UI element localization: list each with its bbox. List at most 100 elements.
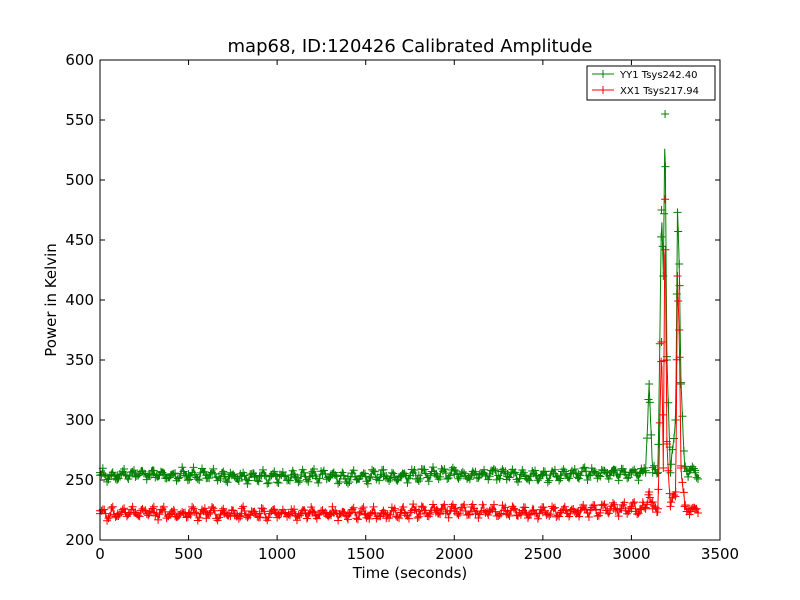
data-point [359,503,368,512]
data-point-key [131,470,140,478]
data-point [590,467,599,476]
data-point [284,475,293,484]
data-point [455,509,464,518]
data-point [294,478,303,487]
data-point-key [680,502,689,511]
data-point-key [379,509,388,518]
data-point [614,476,623,485]
data-point [599,501,608,510]
data-point-key [662,440,671,448]
data-point [421,469,430,478]
data-point [155,510,164,519]
data-point [256,513,265,522]
data-point [489,500,498,509]
data-point [546,510,555,519]
data-point-key [592,506,600,514]
data-point [104,514,113,523]
data-point [300,468,309,477]
y-tick-label: 400 [65,291,94,309]
x-tick-label: 3000 [612,545,650,563]
data-point [386,510,395,519]
data-point [596,472,605,481]
x-tick-label: 3500 [701,545,739,563]
data-point-key [645,488,654,496]
data-point [658,410,667,419]
data-point-key [627,504,636,513]
y-tick-label: 450 [65,231,94,249]
data-point [200,504,209,513]
data-point-key [379,472,388,481]
data-point-key [485,470,494,478]
data-point [674,296,683,305]
data-point [389,506,398,515]
data-point-key [645,380,654,388]
series-layer [96,110,703,525]
data-point [501,503,510,512]
data-point-key [691,468,700,477]
data-point-key [657,206,666,214]
data-point [582,467,591,476]
data-point-key [468,507,476,516]
data-point [216,510,225,519]
data-point [288,466,297,475]
data-point [406,508,415,517]
data-point [363,479,372,488]
data-point [654,485,663,494]
data-point [436,510,445,519]
data-point [618,464,627,473]
data-point [543,478,552,487]
data-point-key [273,509,282,518]
data-point [315,474,324,483]
data-point [389,469,398,478]
data-point-key [677,380,686,388]
data-point [189,463,198,472]
data-point-key [503,470,512,478]
data-point [161,507,170,516]
data-point [454,510,463,519]
data-point-key [113,509,122,518]
data-point [387,468,396,477]
data-point [338,468,347,477]
data-point [638,498,647,507]
data-point [664,398,673,407]
data-point [379,465,388,474]
data-point-key [654,504,662,513]
data-point-key [677,464,686,472]
data-point [661,245,670,254]
data-point [100,505,109,514]
data-point [495,474,504,483]
legend-marker-yy1 [599,70,607,78]
data-point [455,472,464,481]
y-tick-label: 350 [65,351,94,369]
data-point [141,506,150,515]
data-point [438,505,447,514]
data-point [243,479,252,488]
data-point [351,508,360,517]
data-point [555,476,564,485]
data-point-key [654,468,662,477]
data-point-key [255,472,264,481]
data-point [149,502,158,511]
data-point [393,513,402,522]
data-point-key [675,326,684,334]
data-point [182,513,191,522]
data-point [661,162,670,171]
data-point [295,511,304,520]
data-point [446,471,455,480]
data-point [650,461,659,470]
data-point [478,500,487,509]
data-point [264,478,273,487]
data-point [416,474,425,483]
data-point [465,475,474,484]
data-point [185,475,194,484]
data-point [626,504,635,513]
data-point [454,474,463,483]
data-point [124,510,133,519]
data-point [545,511,554,520]
data-point-key [308,471,317,480]
data-point-key [237,472,246,481]
data-point [584,512,593,521]
data-point [426,471,435,480]
data-point [120,504,129,513]
data-point [434,509,443,518]
